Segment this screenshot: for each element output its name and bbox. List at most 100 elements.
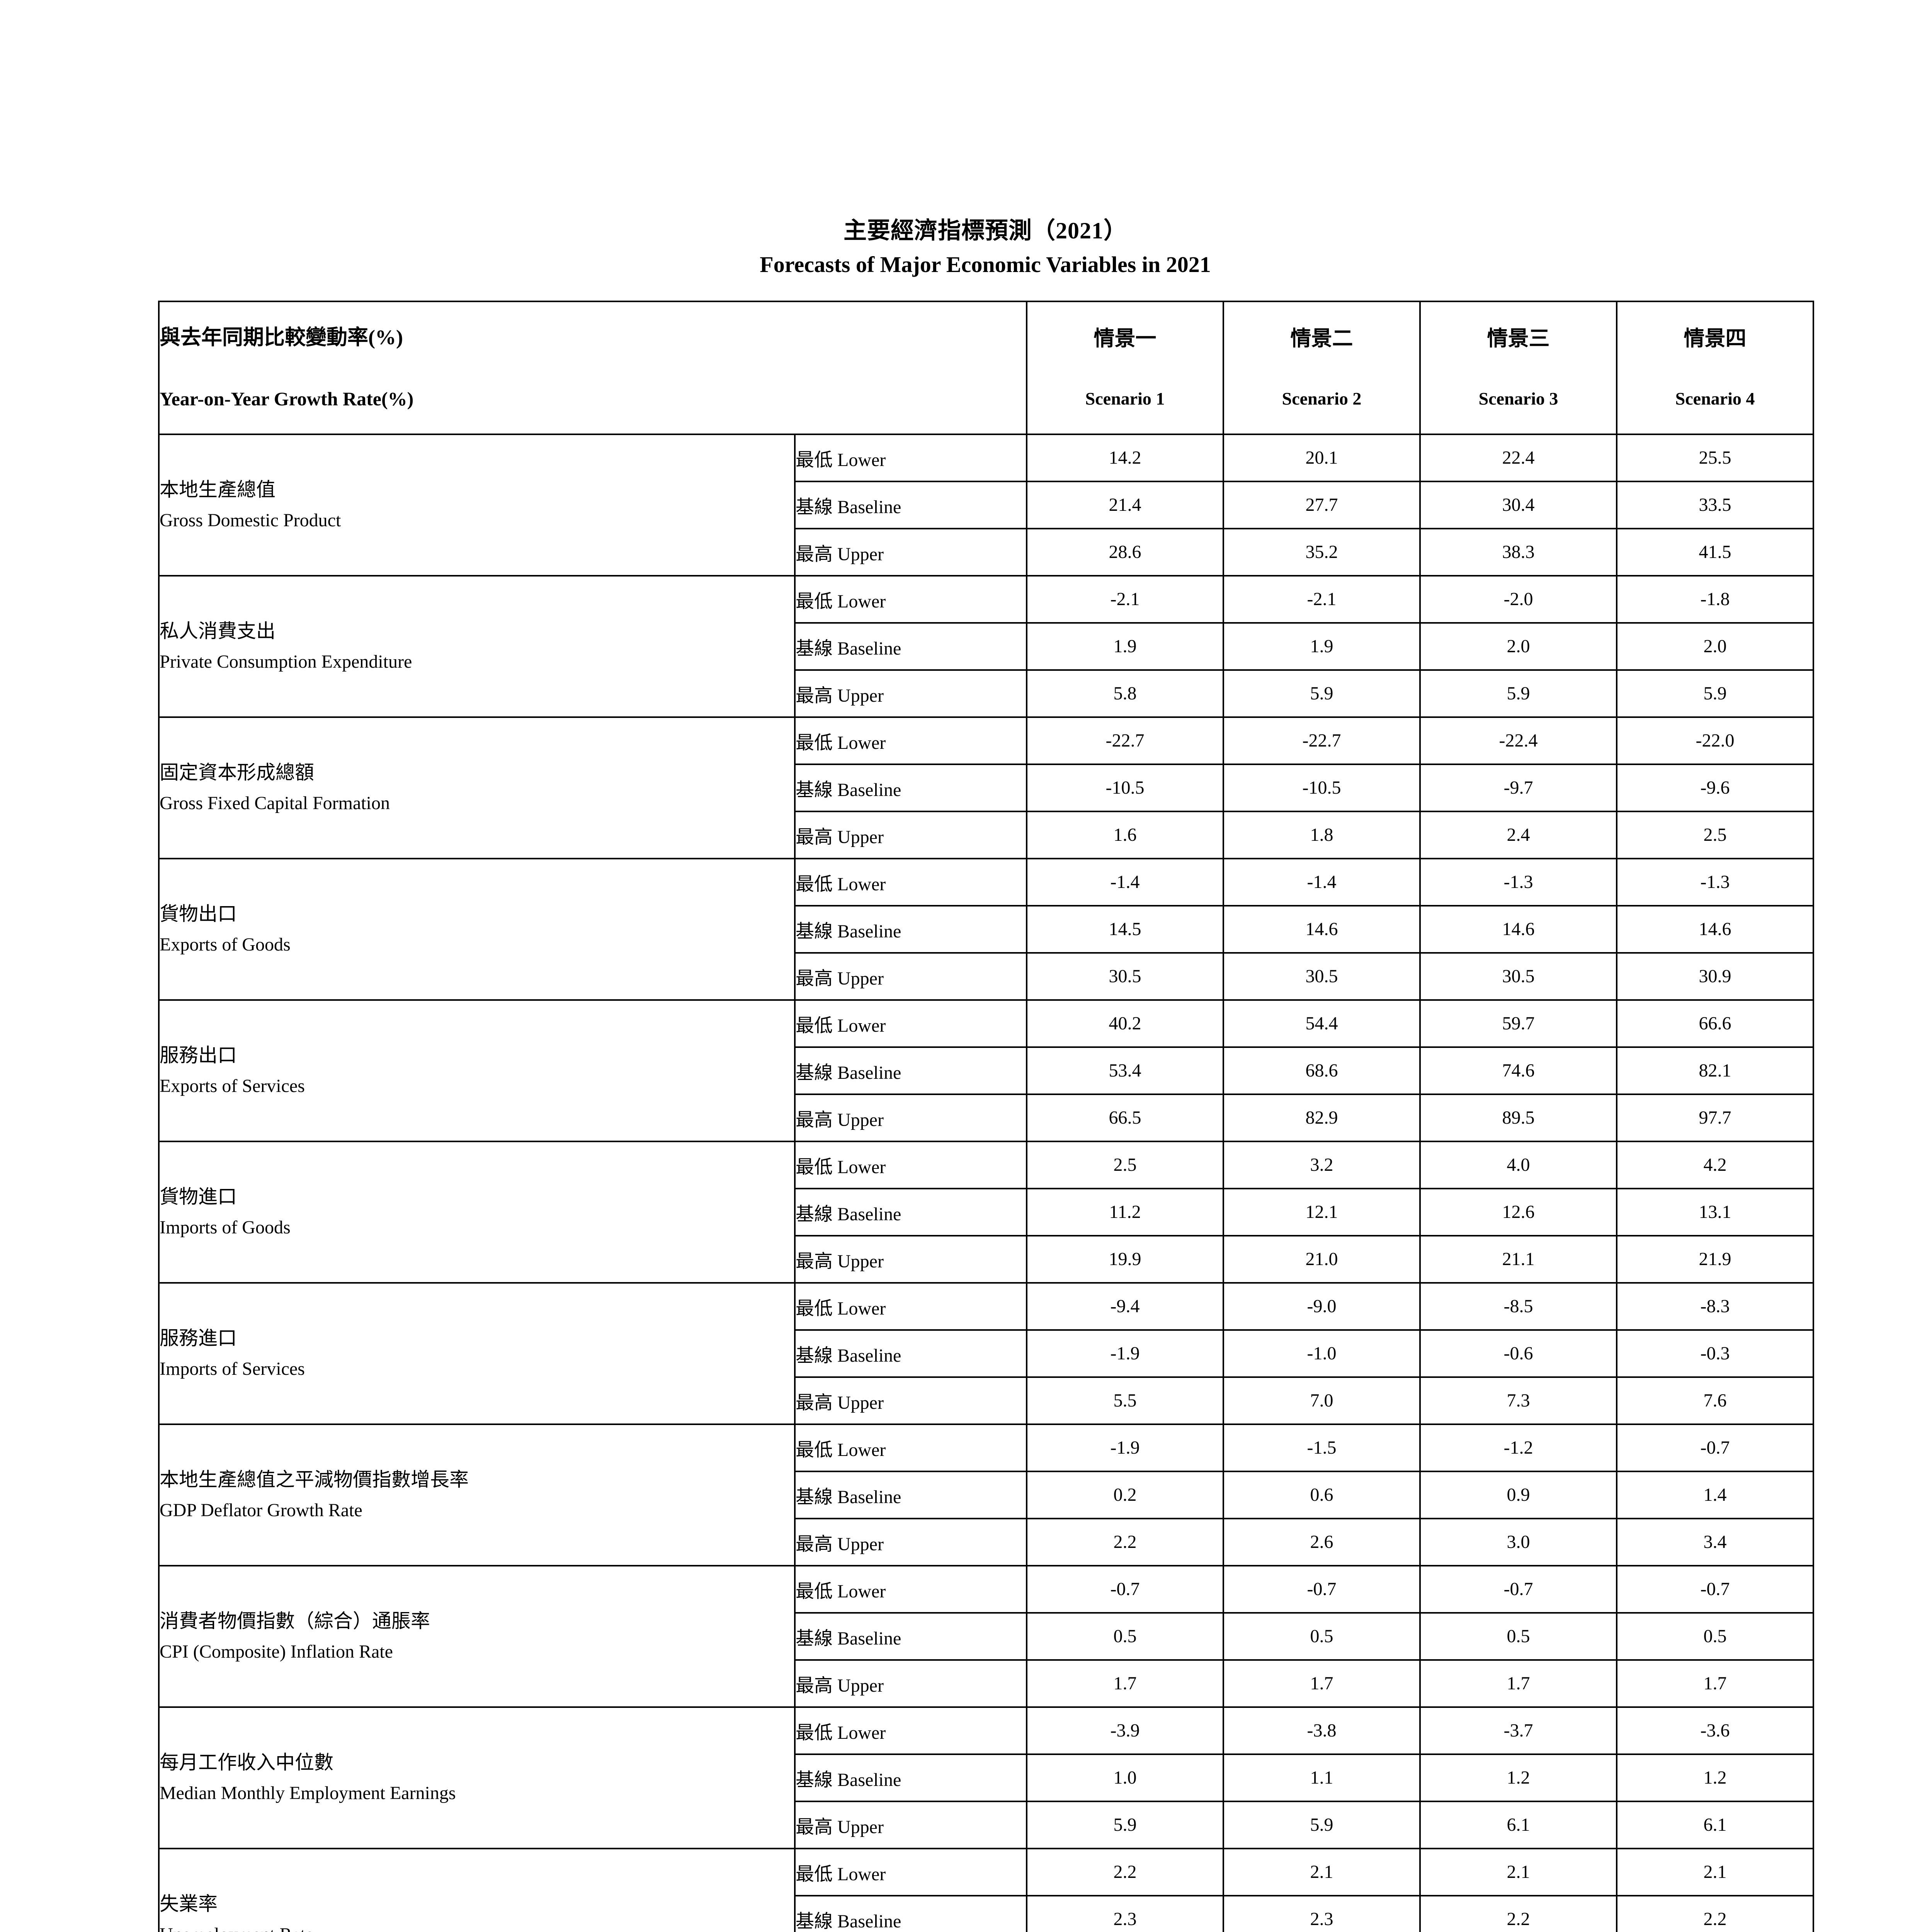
value-cell: -0.3 <box>1616 1329 1815 1378</box>
variable-name-chinese: 本地生產總值 <box>160 478 276 500</box>
value-cell: 0.6 <box>1223 1470 1421 1519</box>
variable-name-english: Exports of Goods <box>160 934 291 955</box>
variable-name-english: Imports of Services <box>160 1358 305 1379</box>
value-cell: 1.2 <box>1616 1753 1815 1802</box>
value-cell: -1.9 <box>1026 1423 1225 1472</box>
value-cell: 4.2 <box>1616 1140 1815 1189</box>
value-cell: 5.9 <box>1223 669 1421 718</box>
value-cell: 21.4 <box>1026 480 1225 529</box>
value-cell: 33.5 <box>1616 480 1815 529</box>
value-cell: 5.9 <box>1223 1800 1421 1849</box>
value-cell: 2.6 <box>1223 1517 1421 1566</box>
value-cell: 1.1 <box>1223 1753 1421 1802</box>
value-cell: -3.7 <box>1419 1706 1618 1755</box>
bound-label-upper: 最高 Upper <box>794 527 1028 577</box>
variable-label-cell: 失業率 Unemployment Rate <box>158 1847 796 1932</box>
table-row: 基線 Baseline 11.2 12.1 12.6 13.1 <box>159 1187 1815 1236</box>
value-cell: 27.7 <box>1223 480 1421 529</box>
value-cell: 1.7 <box>1026 1659 1225 1708</box>
value-cell: 30.9 <box>1616 952 1815 1001</box>
value-cell: -3.9 <box>1026 1706 1225 1755</box>
value-cell: 30.5 <box>1026 952 1225 1001</box>
bound-label-baseline: 基線 Baseline <box>794 480 1028 529</box>
bound-label-lower: 最低 Lower <box>794 999 1028 1048</box>
value-cell: 38.3 <box>1419 527 1618 577</box>
bound-label-baseline: 基線 Baseline <box>794 763 1028 812</box>
value-cell: 30.4 <box>1419 480 1618 529</box>
table-row: 私人消費支出 Private Consumption Expenditure 最低 … <box>158 575 1815 718</box>
bound-label-lower: 最低 Lower <box>794 1282 1028 1331</box>
table-row: 基線 Baseline 0.5 0.5 0.5 0.5 <box>159 1612 1815 1661</box>
value-cell: -0.7 <box>1419 1565 1618 1614</box>
value-cell: -8.3 <box>1616 1282 1815 1331</box>
value-cell: -9.0 <box>1223 1282 1421 1331</box>
value-cell: 1.9 <box>1223 622 1421 671</box>
table-row: 最高 Upper 5.5 7.0 7.3 7.6 <box>159 1376 1815 1425</box>
table-body: 本地生產總值 Gross Domestic Product 最低 Lower 14.2… <box>158 433 1815 1932</box>
table-row: 最高 Upper 28.6 35.2 38.3 41.5 <box>159 527 1815 577</box>
scenario-3-english: Scenario 3 <box>1478 389 1558 409</box>
value-cell: -22.7 <box>1223 716 1421 765</box>
value-cell: 12.1 <box>1223 1187 1421 1236</box>
value-cell: -0.7 <box>1026 1565 1225 1614</box>
bound-label-lower: 最低 Lower <box>794 1423 1028 1472</box>
scenario-2-english: Scenario 2 <box>1282 389 1362 409</box>
value-cell: 2.2 <box>1026 1517 1225 1566</box>
value-cell: 21.1 <box>1419 1235 1618 1284</box>
bound-label-baseline: 基線 Baseline <box>794 1329 1028 1378</box>
value-cell: 6.1 <box>1616 1800 1815 1849</box>
bound-label-baseline: 基線 Baseline <box>794 1612 1028 1661</box>
value-cell: 2.0 <box>1616 622 1815 671</box>
bound-label-upper: 最高 Upper <box>794 1517 1028 1566</box>
value-cell: 54.4 <box>1223 999 1421 1048</box>
value-cell: 0.2 <box>1026 1470 1225 1519</box>
value-cell: -9.6 <box>1616 763 1815 812</box>
scenario-1-chinese: 情景一 <box>1094 327 1156 350</box>
value-cell: 6.1 <box>1419 1800 1618 1849</box>
bound-label-baseline: 基線 Baseline <box>794 1470 1028 1519</box>
bound-label-lower: 最低 Lower <box>794 1706 1028 1755</box>
value-cell: 2.5 <box>1026 1140 1225 1189</box>
value-cell: 2.0 <box>1419 622 1618 671</box>
variable-name-english: CPI (Composite) Inflation Rate <box>160 1641 393 1662</box>
value-cell: 25.5 <box>1616 433 1815 482</box>
value-cell: -1.4 <box>1223 857 1421 906</box>
value-cell: 28.6 <box>1026 527 1225 577</box>
value-cell: 2.1 <box>1616 1847 1815 1896</box>
table-row: 基線 Baseline -10.5 -10.5 -9.7 -9.6 <box>159 763 1815 812</box>
value-cell: 74.6 <box>1419 1046 1618 1095</box>
value-cell: 30.5 <box>1223 952 1421 1001</box>
value-cell: -1.5 <box>1223 1423 1421 1472</box>
value-cell: -1.2 <box>1419 1423 1618 1472</box>
forecast-table: 與去年同期比較變動率(%) Year-on-Year Growth Rate(%… <box>158 300 1815 1932</box>
value-cell: -2.1 <box>1026 575 1225 624</box>
bound-label-upper: 最高 Upper <box>794 1800 1028 1849</box>
value-cell: 68.6 <box>1223 1046 1421 1095</box>
column-header-scenario-3: 情景三 Scenario 3 <box>1419 300 1618 435</box>
variable-name-chinese: 貨物進口 <box>160 1185 237 1208</box>
table-row: 最高 Upper 66.5 82.9 89.5 97.7 <box>159 1093 1815 1142</box>
variable-name-english: Gross Fixed Capital Formation <box>160 793 390 813</box>
table-row: 最高 Upper 30.5 30.5 30.5 30.9 <box>159 952 1815 1001</box>
variable-label-cell: 服務進口 Imports of Services <box>158 1282 796 1425</box>
variable-name-chinese: 貨物出口 <box>160 903 237 925</box>
value-cell: 82.9 <box>1223 1093 1421 1142</box>
value-cell: 0.5 <box>1616 1612 1815 1661</box>
value-cell: 14.6 <box>1419 905 1618 954</box>
column-header-scenario-1: 情景一 Scenario 1 <box>1026 300 1225 435</box>
bound-label-lower: 最低 Lower <box>794 857 1028 906</box>
value-cell: 1.8 <box>1223 810 1421 859</box>
value-cell: -22.4 <box>1419 716 1618 765</box>
value-cell: -0.7 <box>1223 1565 1421 1614</box>
header-growth-rate-chinese: 與去年同期比較變動率(%) <box>160 326 403 349</box>
value-cell: 19.9 <box>1026 1235 1225 1284</box>
column-header-scenario-2: 情景二 Scenario 2 <box>1223 300 1421 435</box>
table-head: 與去年同期比較變動率(%) Year-on-Year Growth Rate(%… <box>158 300 1815 435</box>
bound-label-upper: 最高 Upper <box>794 810 1028 859</box>
variable-label-cell: 本地生產總值之平減物價指數增長率 GDP Deflator Growth Rate <box>158 1423 796 1566</box>
value-cell: 41.5 <box>1616 527 1815 577</box>
value-cell: 2.4 <box>1419 810 1618 859</box>
value-cell: 13.1 <box>1616 1187 1815 1236</box>
value-cell: 4.0 <box>1419 1140 1618 1189</box>
